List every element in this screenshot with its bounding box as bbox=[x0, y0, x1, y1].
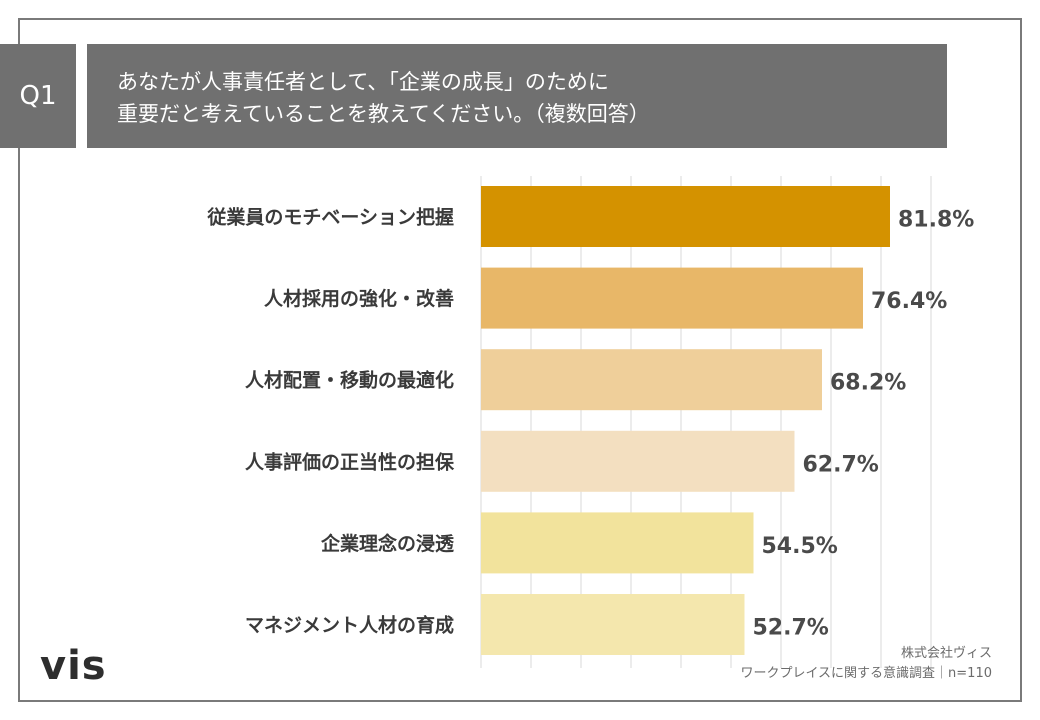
source-survey: ワークプレイスに関する意識調査｜n=110 bbox=[740, 666, 992, 681]
bar bbox=[481, 512, 754, 574]
category-label: 従業員のモチベーション把握 bbox=[206, 206, 454, 229]
category-label: 企業理念の浸透 bbox=[320, 532, 455, 555]
bar bbox=[481, 594, 745, 655]
category-label: マネジメント人材の育成 bbox=[245, 614, 454, 637]
source-note: 株式会社ヴィス ワークプレイスに関する意識調査｜n=110 bbox=[740, 644, 992, 684]
value-label: 68.2% bbox=[830, 371, 906, 396]
value-label: 52.7% bbox=[753, 616, 829, 641]
question-number-badge: Q1 bbox=[0, 44, 76, 148]
source-company: 株式会社ヴィス bbox=[900, 646, 992, 661]
question-text-line1: あなたが人事責任者として、「企業の成長」のために bbox=[117, 70, 609, 94]
question-box: あなたが人事責任者として、「企業の成長」のために 重要だと考えていることを教えて… bbox=[87, 44, 947, 148]
bar bbox=[481, 430, 795, 492]
value-label: 81.8% bbox=[898, 208, 974, 233]
value-label: 62.7% bbox=[803, 452, 879, 477]
category-label: 人事評価の正当性の担保 bbox=[245, 450, 455, 473]
bar bbox=[481, 267, 863, 329]
value-label: 76.4% bbox=[871, 289, 947, 314]
category-label: 人材採用の強化・改善 bbox=[264, 287, 454, 310]
question-text-line2: 重要だと考えていることを教えてください。（複数回答） bbox=[117, 102, 650, 126]
chart-frame bbox=[18, 18, 1022, 702]
value-label: 54.5% bbox=[762, 534, 838, 559]
bar bbox=[481, 349, 822, 411]
category-label: 人材配置・移動の最適化 bbox=[245, 369, 454, 392]
bar bbox=[481, 186, 890, 247]
question-number: Q1 bbox=[19, 81, 57, 111]
vis-logo: vis bbox=[40, 643, 107, 689]
